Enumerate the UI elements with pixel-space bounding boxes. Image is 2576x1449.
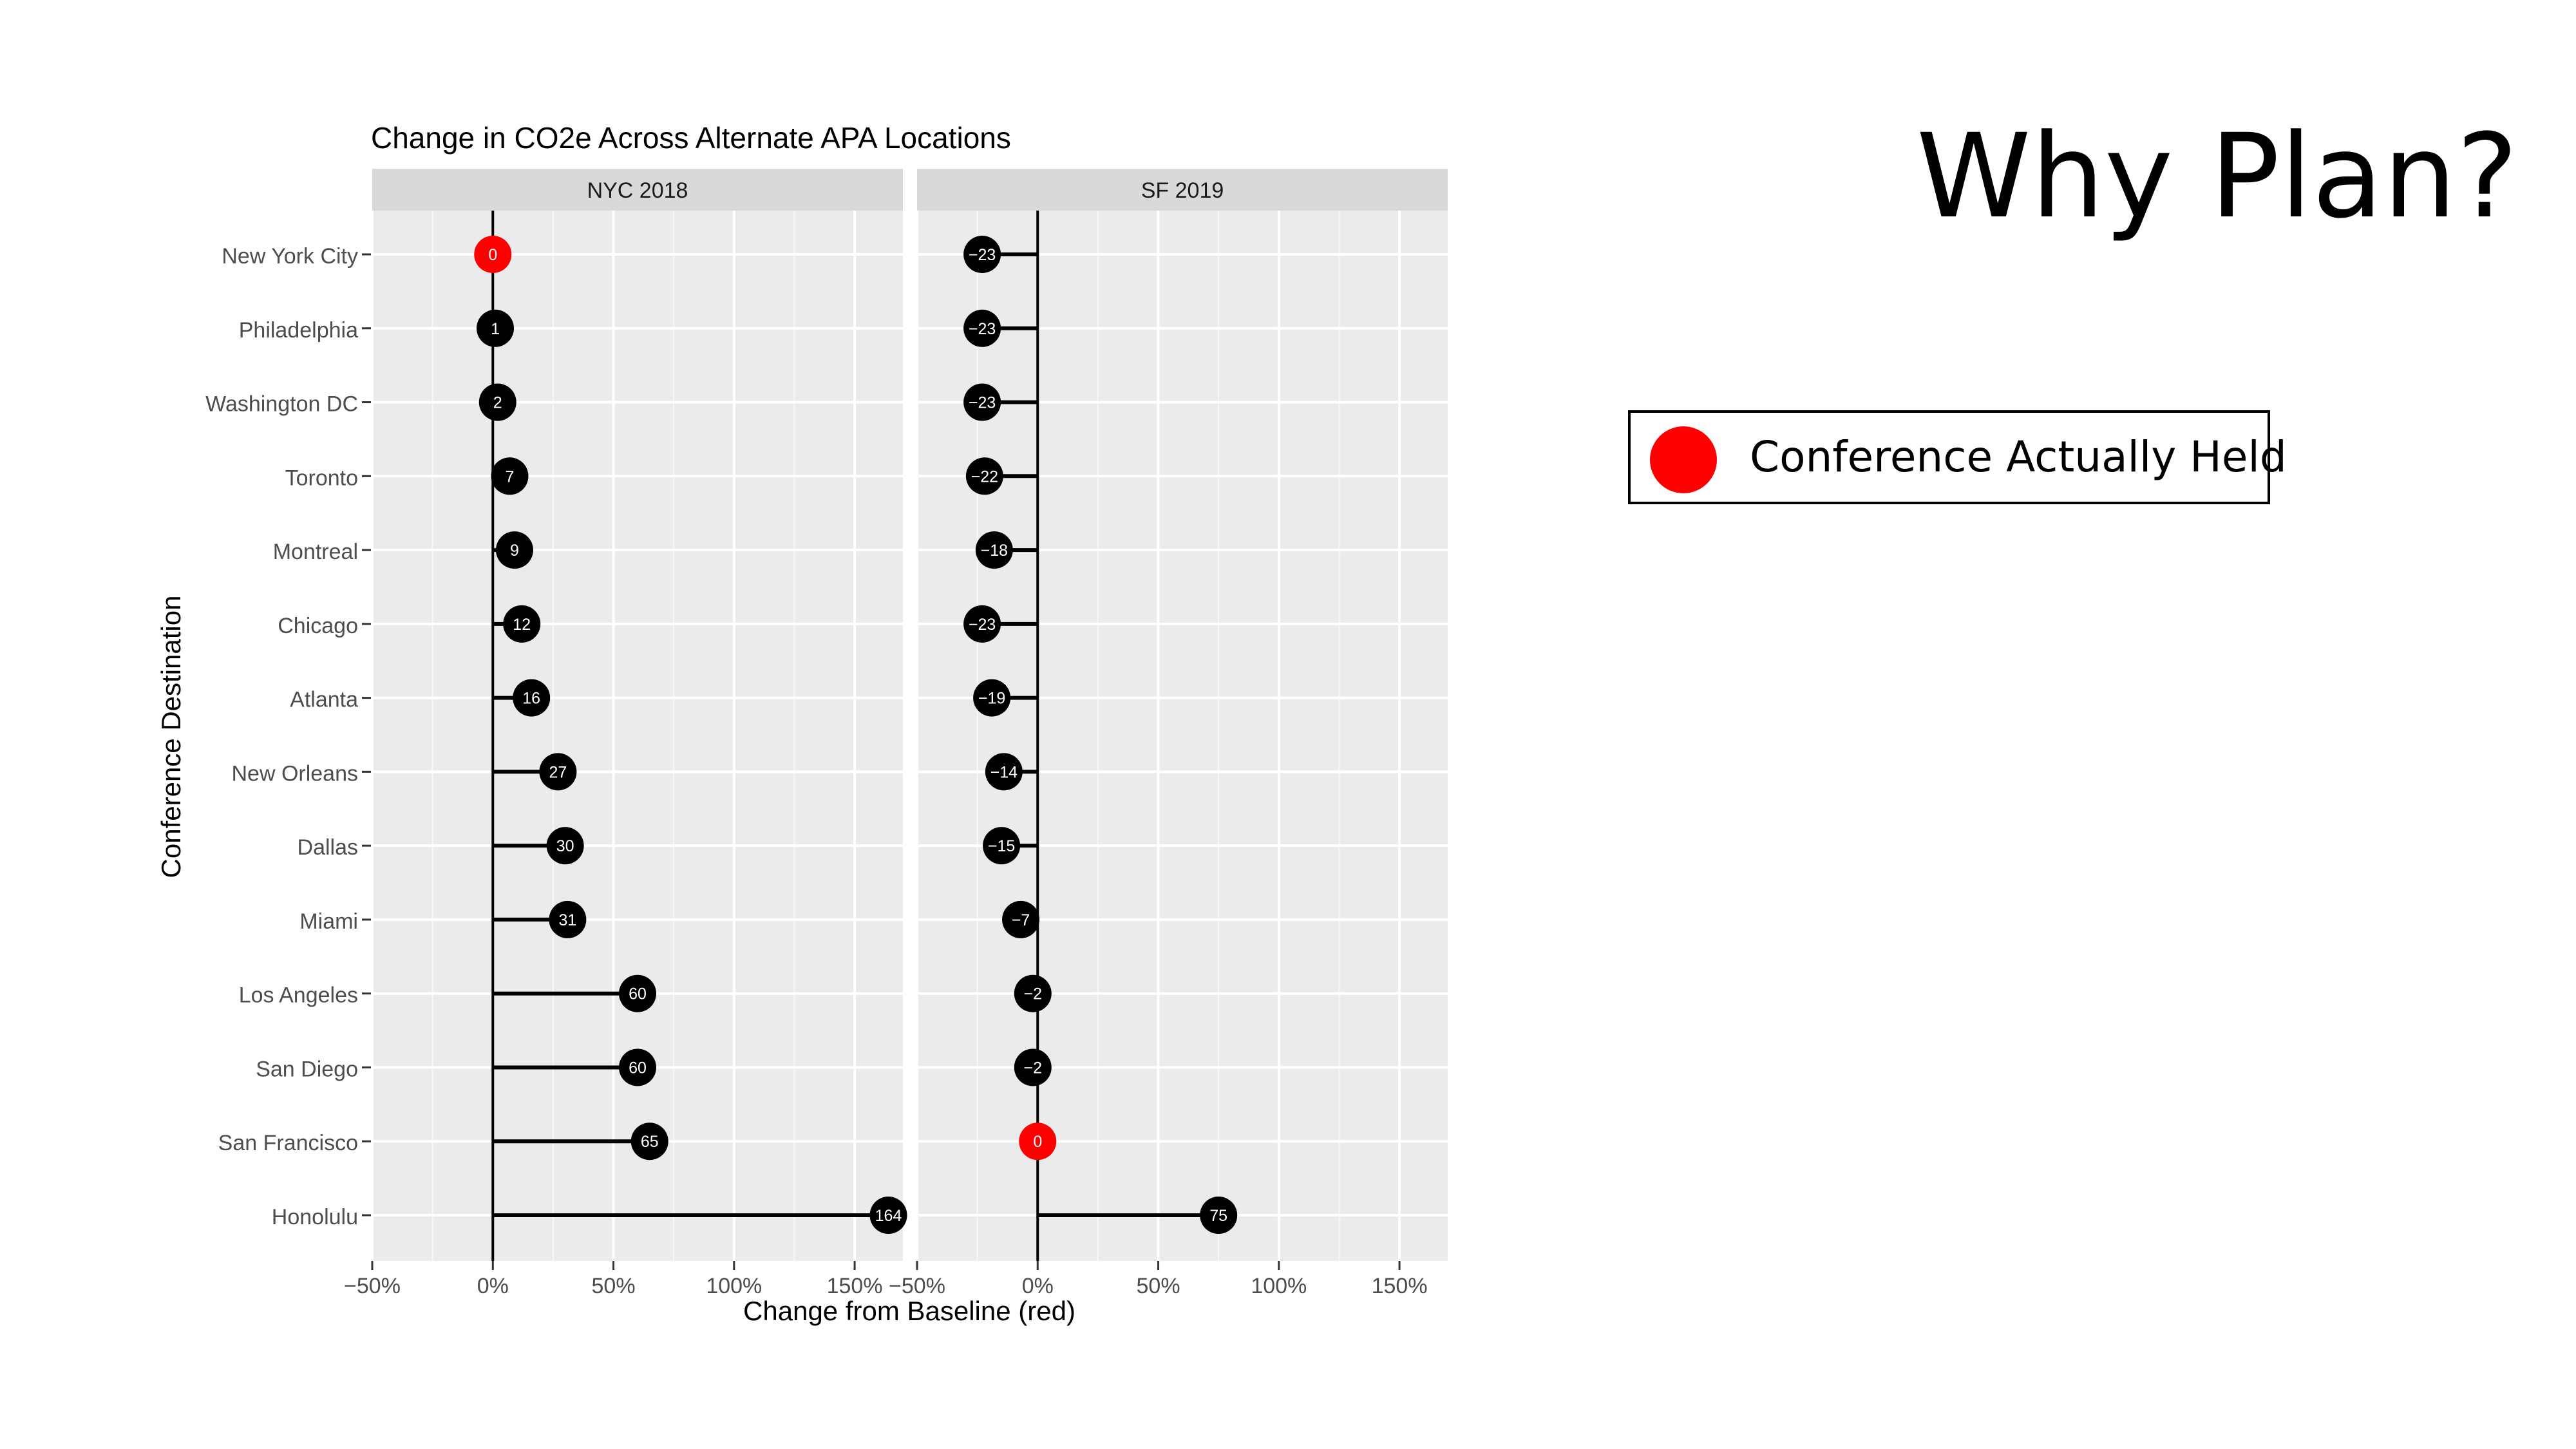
lollipop-point [478,383,516,421]
data-label: 75 [1209,1207,1227,1225]
data-label: 0 [1033,1133,1042,1151]
data-label: −7 [1012,911,1030,929]
x-tick-label: 0% [477,1274,509,1298]
data-label: 164 [875,1207,902,1225]
x-tick-label: −50% [344,1274,401,1298]
data-label: 1 [491,320,500,338]
lollipop-point [513,679,551,717]
lollipop-point [963,605,1001,643]
lollipop-point [503,605,541,643]
lollipop-point [549,900,587,938]
legend-marker [1650,426,1717,493]
lollipop-point [1002,900,1040,938]
data-label: −22 [971,468,998,486]
panel-background [372,211,903,1261]
y-tick-label: New York City [222,244,358,269]
lollipop-point [983,827,1021,865]
lollipop-point [1014,974,1052,1012]
x-tick-label: 50% [1137,1274,1180,1298]
y-tick-label: Honolulu [272,1205,358,1229]
legend: Conference Actually Held [1628,410,2287,504]
y-tick-label: Washington DC [205,392,358,417]
data-label: −23 [969,246,996,264]
data-label: −23 [969,320,996,338]
y-tick-label: San Francisco [218,1131,358,1155]
lollipop-point [619,974,656,1012]
slide-title: Why Plan? [1916,109,2518,244]
lollipop-point [963,236,1001,273]
data-label: 65 [641,1133,659,1151]
x-tick-label: 50% [592,1274,636,1298]
data-label: 16 [522,690,540,708]
lollipop-point [619,1048,656,1086]
data-label: 27 [549,763,567,781]
lollipop-point [630,1122,668,1160]
y-tick-label: Chicago [278,614,358,638]
lollipop-point [1200,1197,1238,1235]
data-label: 30 [556,837,574,855]
lollipop-point [1019,1122,1057,1160]
data-label: 60 [629,985,647,1003]
data-label: 9 [510,542,519,560]
x-tick-label: 0% [1022,1274,1054,1298]
data-label: −18 [981,542,1008,560]
data-label: 60 [629,1059,647,1077]
data-label: −19 [978,690,1005,708]
y-tick-label: Toronto [285,466,358,490]
y-tick-label: Los Angeles [239,983,358,1008]
y-tick-label: Dallas [298,835,358,860]
lollipop-point [973,679,1011,717]
data-label: 0 [488,246,497,264]
x-axis-label: Change from Baseline (red) [743,1296,1075,1326]
lollipop-point [963,309,1001,347]
lollipop-point [963,383,1001,421]
x-tick-label: 150% [827,1274,883,1298]
chart-title: Change in CO2e Across Alternate APA Loca… [371,121,1011,155]
x-tick-label: 100% [1251,1274,1307,1298]
lollipop-point [1014,1048,1052,1086]
lollipop-point [477,309,515,347]
lollipop-point [474,236,512,273]
facet-panel: SF 2019 −23 −23 −23 −22 −18 −23 −19 −14 −15 −7 −2 −2… [889,169,1448,1298]
data-label: −2 [1024,985,1043,1003]
legend-label: Conference Actually Held [1750,432,2287,482]
data-label: −14 [990,763,1018,781]
facet-strip-label: SF 2019 [1141,178,1224,203]
lollipop-point [965,457,1003,495]
data-label: −23 [969,616,996,634]
y-tick-label: New Orleans [231,761,358,786]
y-tick-label: Atlanta [290,688,358,712]
y-tick-label: Miami [299,909,358,934]
x-tick-label: 150% [1372,1274,1428,1298]
data-label: −2 [1024,1059,1043,1077]
x-tick-label: −50% [889,1274,945,1298]
lollipop-point [546,827,584,865]
data-label: 12 [513,616,531,634]
data-label: 31 [558,911,576,929]
y-tick-label: San Diego [256,1057,358,1081]
facet-strip-label: NYC 2018 [587,178,688,203]
y-axis-label: Conference Destination [156,596,186,878]
y-tick-label: Philadelphia [239,318,358,343]
data-label: 7 [506,468,515,486]
lollipop-point [869,1197,907,1235]
data-label: −15 [988,837,1015,855]
facet-strip [917,169,1448,211]
lollipop-point [975,531,1013,569]
lollipop-point [491,457,529,495]
lollipop-point [985,753,1023,791]
lollipop-point [495,531,533,569]
plot-layer: New York City Philadelphia Washington DC To… [205,169,1448,1298]
lollipop-point [539,753,577,791]
y-tick-label: Montreal [273,540,358,564]
facet-strip [372,169,903,211]
x-tick-label: 100% [706,1274,762,1298]
data-label: −23 [969,394,996,412]
data-label: 2 [493,394,502,412]
panel-background [917,211,1448,1261]
